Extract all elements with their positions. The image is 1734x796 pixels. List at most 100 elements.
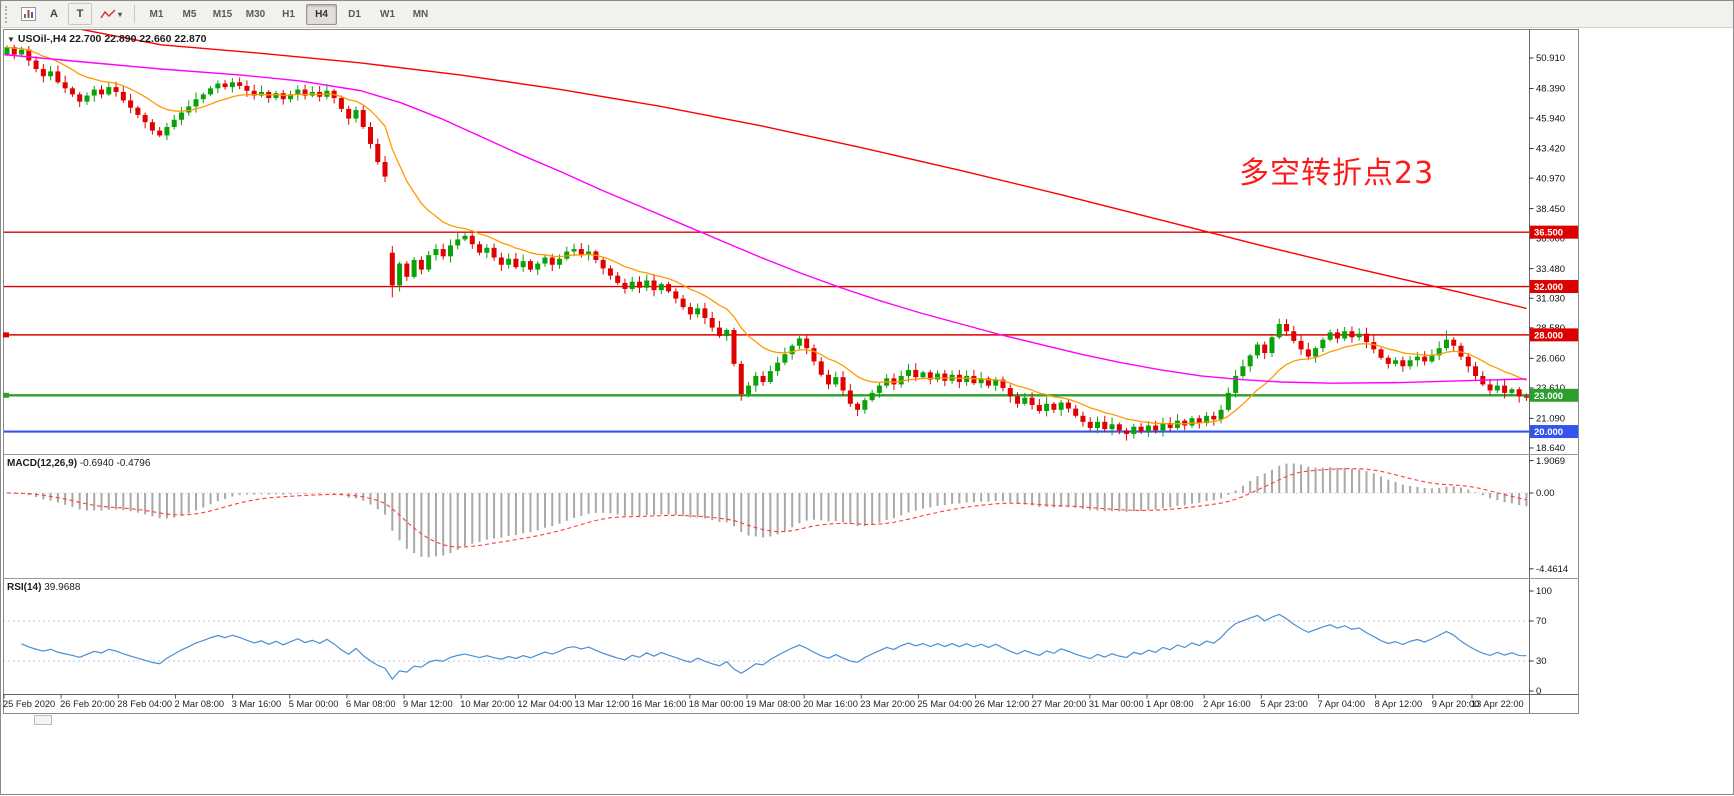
candle — [244, 85, 250, 91]
candle — [186, 106, 192, 113]
timeframe-m1-button[interactable]: M1 — [149, 8, 164, 20]
candle — [4, 47, 10, 55]
price-tick-label: 38.450 — [1536, 204, 1565, 215]
candle — [1029, 397, 1035, 405]
candle — [382, 162, 388, 177]
candle — [48, 71, 54, 77]
candle — [1189, 418, 1195, 426]
candle — [477, 244, 483, 253]
candle — [927, 372, 933, 380]
time-label: 13 Mar 12:00 — [575, 699, 630, 709]
candle — [33, 60, 39, 69]
timeframe-d1-button[interactable]: D1 — [348, 8, 361, 20]
time-label: 7 Apr 04:00 — [1317, 699, 1365, 709]
timeframe-h1-button[interactable]: H1 — [282, 8, 295, 20]
candle — [862, 400, 868, 410]
candle — [1516, 389, 1522, 397]
candle — [622, 282, 628, 289]
rsi-line — [21, 613, 1527, 681]
time-label: 31 Mar 00:00 — [1089, 699, 1144, 709]
chart-window-button[interactable] — [16, 3, 40, 25]
candle — [295, 89, 301, 95]
candle — [578, 249, 584, 256]
price-tag-20.000 — [1530, 425, 1578, 439]
candle — [520, 261, 526, 268]
candle — [1320, 339, 1326, 349]
ma-mid-line — [3, 53, 1527, 384]
candle — [1422, 356, 1428, 362]
time-label: 26 Feb 20:00 — [60, 699, 115, 709]
candle — [1095, 421, 1100, 428]
candle — [542, 257, 548, 264]
candle — [19, 49, 25, 55]
candle — [869, 392, 875, 401]
candle — [1487, 384, 1493, 391]
candle — [273, 93, 279, 99]
timeframe-mn-button[interactable]: MN — [412, 8, 429, 20]
candle — [40, 68, 46, 77]
price-tick-label: 33.480 — [1536, 264, 1565, 275]
candle — [251, 90, 257, 96]
candle — [1509, 389, 1515, 393]
macd-tick-label: -4.4614 — [1536, 564, 1568, 575]
candle — [840, 377, 846, 391]
candle — [491, 247, 497, 258]
macd-tick-label: 0.00 — [1536, 488, 1555, 499]
timeframe-m30-button[interactable]: M30 — [245, 8, 266, 20]
candle — [1225, 392, 1231, 410]
candle — [1523, 396, 1529, 398]
timeframe-h4-button[interactable]: H4 — [306, 3, 337, 25]
candle — [1000, 379, 1006, 389]
candle — [513, 258, 519, 268]
line-studies-dropdown[interactable]: ▾ — [94, 3, 128, 25]
candle — [280, 93, 286, 100]
cursor-a-button[interactable]: A — [42, 3, 66, 25]
candle — [1218, 409, 1224, 420]
candle — [709, 317, 715, 328]
price-tag-label: 28.000 — [1534, 330, 1563, 341]
candle — [818, 361, 824, 375]
time-label: 28 Feb 04:00 — [117, 699, 172, 709]
candle — [397, 263, 403, 286]
candle — [1233, 375, 1239, 393]
macd-values: -0.6940 -0.4796 — [79, 458, 151, 469]
candle — [1036, 404, 1042, 412]
candle — [1276, 323, 1282, 338]
candle — [1465, 356, 1471, 367]
candle — [149, 122, 155, 131]
time-label: 25 Mar 04:00 — [917, 699, 972, 709]
candle — [1334, 332, 1340, 339]
timeframe-m5-button[interactable]: M5 — [182, 8, 197, 20]
rsi-name: RSI(14) — [7, 582, 42, 593]
candle — [738, 363, 744, 395]
text-tool-button[interactable]: T — [68, 3, 92, 25]
candle — [1356, 333, 1362, 338]
chart-annotation-text[interactable]: 多空转折点23 — [1239, 156, 1435, 191]
candle — [796, 338, 802, 346]
candle — [564, 251, 570, 259]
time-label: 13 Apr 22:00 — [1471, 699, 1524, 709]
t-button-label: T — [76, 8, 84, 20]
candle — [789, 345, 795, 355]
candle — [651, 280, 657, 291]
candle — [1298, 340, 1304, 350]
timeframe-w1-button[interactable]: W1 — [380, 8, 395, 20]
candle — [1305, 349, 1311, 357]
toolbar-grip[interactable] — [5, 5, 12, 23]
candle — [1284, 323, 1290, 332]
timeframe-m15-button[interactable]: M15 — [212, 8, 233, 20]
time-label: 9 Mar 12:00 — [403, 699, 453, 709]
time-label: 26 Mar 12:00 — [975, 699, 1030, 709]
rsi-indicator-label: RSI(14) 39.9688 — [7, 582, 80, 593]
candle — [978, 378, 984, 384]
candle — [171, 119, 177, 128]
time-label: 5 Apr 23:00 — [1260, 699, 1308, 709]
candle — [1473, 366, 1479, 376]
candle — [498, 257, 504, 265]
symbol-ohlc-line: ▼ USOil-,H4 22.700 22.890 22.660 22.870 — [7, 33, 207, 45]
bottom-left-stub — [34, 715, 52, 725]
candle — [1116, 424, 1122, 431]
candle — [1196, 418, 1202, 424]
candle — [1349, 331, 1355, 338]
